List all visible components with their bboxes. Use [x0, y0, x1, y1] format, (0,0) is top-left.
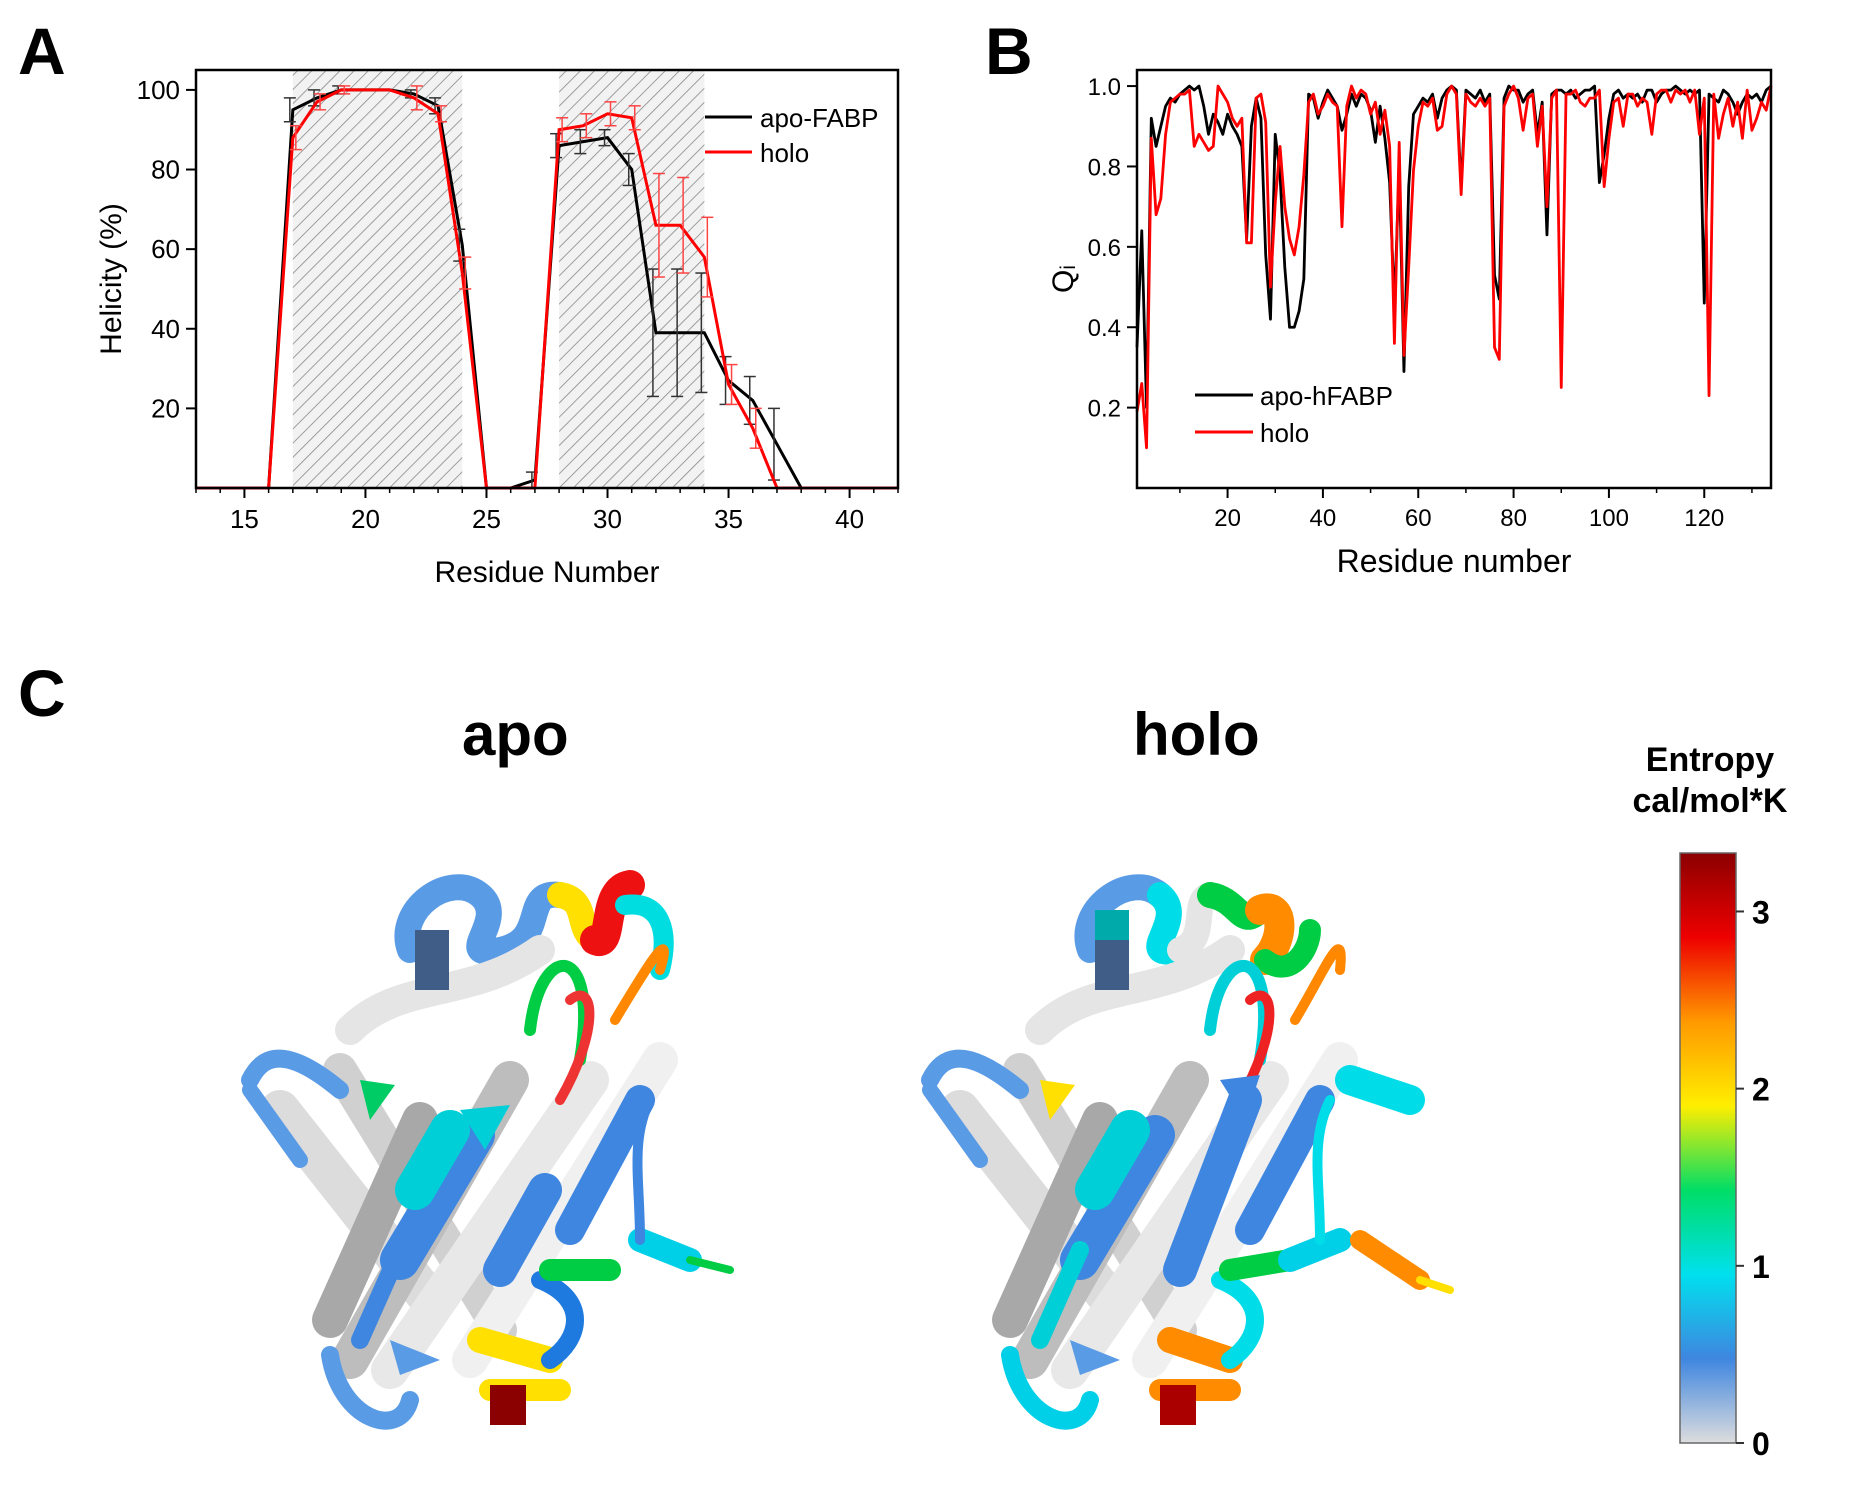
chart-b-xtick-label: 60 [1405, 505, 1432, 532]
chart-b-ytick-label: 0.2 [1088, 396, 1121, 423]
chart-b-qi: 20 40 60 80 100 120 0.2 0.4 0.6 0.8 1.0 Residue nu… [1047, 68, 1773, 579]
colorbar-title-line1: Entropy [1645, 741, 1775, 779]
chart-a-xtick-label: 15 [230, 504, 259, 534]
chart-a-xtick-label: 30 [593, 504, 622, 534]
chart-b-series-1 [1135, 84, 1773, 450]
chart-b-xlabel: Residue number [1337, 543, 1572, 579]
chart-a-ytick-label: 80 [151, 155, 180, 185]
chart-b-ytick-label: 0.4 [1088, 315, 1121, 342]
chart-a-xlabel: Residue Number [434, 556, 659, 589]
colorbar-title: Entropy cal/mol*K [1590, 740, 1830, 822]
chart-a-ytick-label: 100 [137, 75, 180, 105]
chart-a-shaded-region-1 [559, 70, 705, 488]
structure-title-holo: holo [1133, 701, 1260, 768]
chart-a-xtick-label: 35 [714, 504, 743, 534]
chart-b-ylabel: Qᵢ [1047, 265, 1080, 293]
chart-a-ylabel: Helicity (%) [95, 203, 128, 355]
chart-b-xtick-label: 120 [1684, 505, 1724, 532]
colorbar-tick-label: 0 [1752, 1426, 1770, 1462]
colorbar-gradient [1679, 852, 1737, 1444]
chart-a-xtick-label: 20 [351, 504, 380, 534]
chart-b-xtick-label: 20 [1214, 505, 1241, 532]
legend-a-label-apo: apo-FABP [760, 103, 879, 133]
chart-b-legend: apo-hFABP holo [1195, 381, 1393, 448]
panel-letter-a: A [18, 14, 66, 88]
chart-b-ytick-label: 1.0 [1088, 74, 1121, 101]
chart-b-xtick-label: 100 [1589, 505, 1629, 532]
chart-a-helicity: 15 20 25 30 35 40 20 40 60 80 100 Residue Number H… [95, 68, 900, 589]
chart-a-frame [194, 68, 900, 490]
structure-title-apo: apo [462, 701, 569, 768]
chart-a-xtick-label: 40 [835, 504, 864, 534]
chart-b-ytick-label: 0.8 [1088, 154, 1121, 181]
chart-b-ytick-label: 0.6 [1088, 235, 1121, 262]
chart-a-ytick-label: 20 [151, 393, 180, 423]
protein-ribbon-apo-icon [241, 870, 734, 1430]
entropy-colorbar: 3 2 1 0 [1679, 852, 1770, 1462]
chart-b-frame [1135, 68, 1773, 490]
legend-b-label-holo: holo [1260, 418, 1309, 448]
panel-letter-c: C [18, 656, 66, 730]
chart-a-xtick-label: 25 [472, 504, 501, 534]
chart-a-shaded-region-0 [292, 70, 463, 488]
chart-b-xtick-label: 80 [1500, 505, 1527, 532]
chart-a-ytick-label: 40 [151, 314, 180, 344]
panel-letter-b: B [985, 14, 1033, 88]
colorbar-title-line2: cal/mol*K [1632, 781, 1788, 820]
protein-ribbon-holo-icon [921, 874, 1454, 1430]
chart-a-legend: apo-FABP holo [705, 103, 879, 168]
chart-b-xtick-label: 40 [1310, 505, 1337, 532]
legend-a-label-holo: holo [760, 138, 809, 168]
colorbar-tick-label: 1 [1752, 1249, 1770, 1285]
legend-b-label-apo: apo-hFABP [1260, 381, 1393, 411]
colorbar-tick-label: 3 [1752, 894, 1770, 930]
colorbar-tick-label: 2 [1752, 1072, 1770, 1108]
chart-a-ytick-label: 60 [151, 234, 180, 264]
chart-b-series-0 [1135, 84, 1772, 410]
